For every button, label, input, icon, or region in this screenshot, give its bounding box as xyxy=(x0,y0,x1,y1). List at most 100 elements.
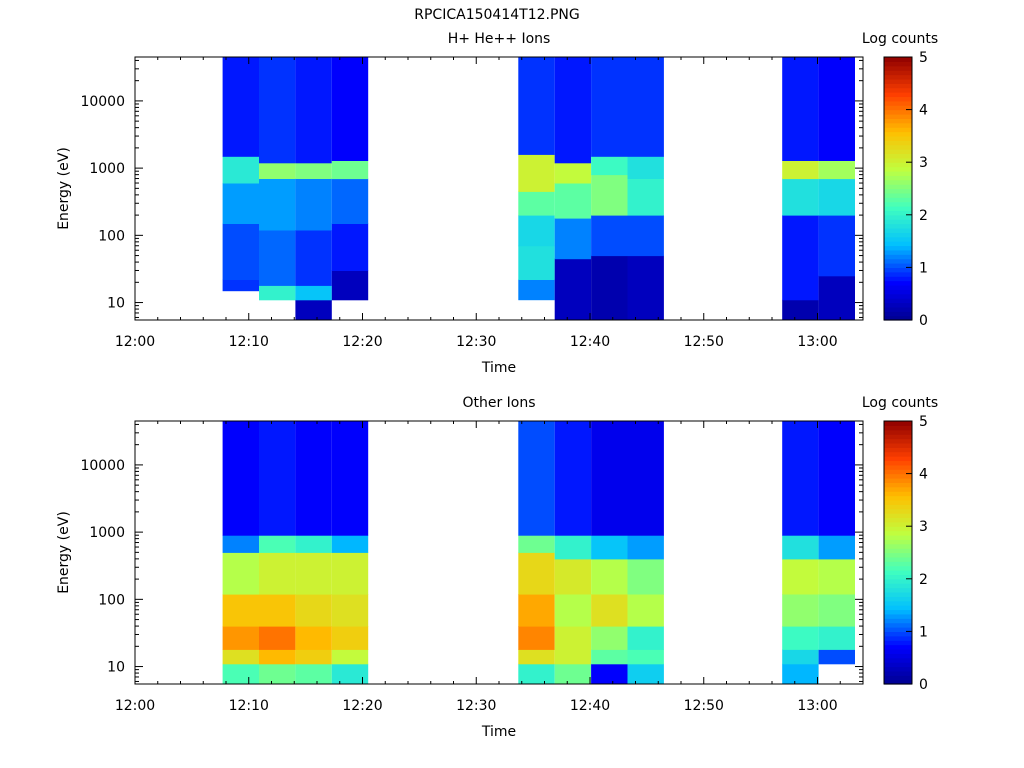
energy-band-cell xyxy=(627,558,664,595)
colorbar-segment xyxy=(884,666,912,672)
y-tick-label: 10000 xyxy=(80,458,125,474)
energy-band-cell xyxy=(554,258,592,321)
time-bin-column xyxy=(818,57,855,321)
colorbar-segment xyxy=(884,192,912,198)
energy-band-cell xyxy=(295,178,332,231)
colorbar-segment xyxy=(884,289,912,295)
colorbar-segment xyxy=(884,618,912,624)
colorbar-segment xyxy=(884,570,912,576)
colorbar-segment xyxy=(884,421,912,426)
energy-band-cell xyxy=(554,535,592,560)
colorbar-segment xyxy=(884,74,912,80)
colorbar-segment xyxy=(884,280,912,286)
colorbar-segment xyxy=(884,631,912,637)
colorbar-segment xyxy=(884,298,912,304)
energy-band-cell xyxy=(518,154,555,192)
time-bin-column xyxy=(331,57,369,301)
energy-band-cell xyxy=(259,178,296,231)
colorbar-segment xyxy=(884,92,912,98)
y-tick-label: 1000 xyxy=(89,161,125,177)
energy-band-cell xyxy=(222,156,259,184)
energy-band-cell xyxy=(554,594,592,627)
energy-band-cell xyxy=(554,162,592,184)
energy-band-cell xyxy=(554,626,592,665)
colorbar-segment xyxy=(884,517,912,523)
colorbar-segment xyxy=(884,456,912,462)
energy-band-cell xyxy=(259,552,296,595)
energy-band-cell xyxy=(295,552,332,595)
colorbar-segment xyxy=(884,254,912,260)
colorbar-segment xyxy=(884,486,912,492)
energy-band-cell xyxy=(259,57,296,164)
colorbar-segment xyxy=(884,583,912,589)
x-tick-label: 13:00 xyxy=(797,334,837,350)
colorbar-segment xyxy=(884,227,912,233)
colorbar-segment xyxy=(884,105,912,111)
time-bin-column xyxy=(331,421,369,685)
energy-band-cell xyxy=(518,663,555,685)
colorbar-segment xyxy=(884,249,912,255)
energy-band-cell xyxy=(331,160,369,180)
x-tick-label: 12:00 xyxy=(115,334,155,350)
colorbar-tick-label: 2 xyxy=(919,572,928,588)
x-axis-label: Time xyxy=(481,724,516,740)
colorbar-segment xyxy=(884,653,912,659)
time-bin-column xyxy=(627,421,664,685)
energy-band-cell xyxy=(331,421,369,536)
colorbar-segment xyxy=(884,197,912,203)
colorbar-tick-label: 0 xyxy=(919,677,928,693)
energy-band-cell xyxy=(591,558,628,595)
energy-band-cell xyxy=(591,594,628,627)
energy-band-cell xyxy=(295,649,332,665)
time-bin-column xyxy=(782,57,819,321)
colorbar-segment xyxy=(884,236,912,242)
energy-band-cell xyxy=(818,215,855,277)
colorbar: 0 1 2 3 4 5 Log counts xyxy=(862,31,938,329)
energy-band-cell xyxy=(591,215,628,257)
energy-band-cell xyxy=(331,223,369,271)
colorbar-segment xyxy=(884,140,912,146)
x-tick-label: 12:10 xyxy=(229,698,269,714)
colorbar-segment xyxy=(884,293,912,299)
colorbar-segment xyxy=(884,232,912,238)
energy-band-cell xyxy=(222,279,259,292)
colorbar-segment xyxy=(884,662,912,668)
x-tick-label: 12:10 xyxy=(229,334,269,350)
colorbar-tick-label: 4 xyxy=(919,103,928,119)
x-tick-label: 12:00 xyxy=(115,698,155,714)
energy-band-cell xyxy=(259,663,296,685)
energy-band-cell xyxy=(782,663,819,685)
y-tick-label: 10 xyxy=(107,660,125,676)
energy-band-cell xyxy=(554,421,592,536)
colorbar-segment xyxy=(884,451,912,457)
colorbar-tick-label: 5 xyxy=(919,414,928,430)
colorbar-segment xyxy=(884,206,912,212)
energy-band-cell xyxy=(259,230,296,286)
colorbar-segment xyxy=(884,170,912,176)
y-tick-label: 1000 xyxy=(89,525,125,541)
colorbar-segment xyxy=(884,157,912,163)
colorbar-tick-label: 1 xyxy=(919,624,928,640)
energy-band-cell xyxy=(627,663,664,685)
panel-title: H+ He++ Ions xyxy=(448,31,551,47)
colorbar-segment xyxy=(884,144,912,150)
colorbar-segment xyxy=(884,499,912,505)
colorbar-segment xyxy=(884,153,912,159)
energy-band-cell xyxy=(782,558,819,595)
colorbar-segment xyxy=(884,284,912,290)
colorbar-tick-label: 4 xyxy=(919,467,928,483)
energy-band-cell xyxy=(818,626,855,650)
colorbar-segment xyxy=(884,609,912,615)
colorbar-segment xyxy=(884,214,912,220)
time-bin-column xyxy=(222,421,259,685)
energy-band-cell xyxy=(627,215,664,257)
colorbar-segment xyxy=(884,263,912,268)
energy-band-cell xyxy=(818,558,855,595)
colorbar-segment xyxy=(884,495,912,501)
x-tick-label: 12:40 xyxy=(570,334,610,350)
colorbar-segment xyxy=(884,578,912,584)
colorbar-segment xyxy=(884,429,912,435)
colorbar-segment xyxy=(884,600,912,606)
colorbar-segment xyxy=(884,258,912,264)
colorbar-tick-label: 1 xyxy=(919,260,928,276)
